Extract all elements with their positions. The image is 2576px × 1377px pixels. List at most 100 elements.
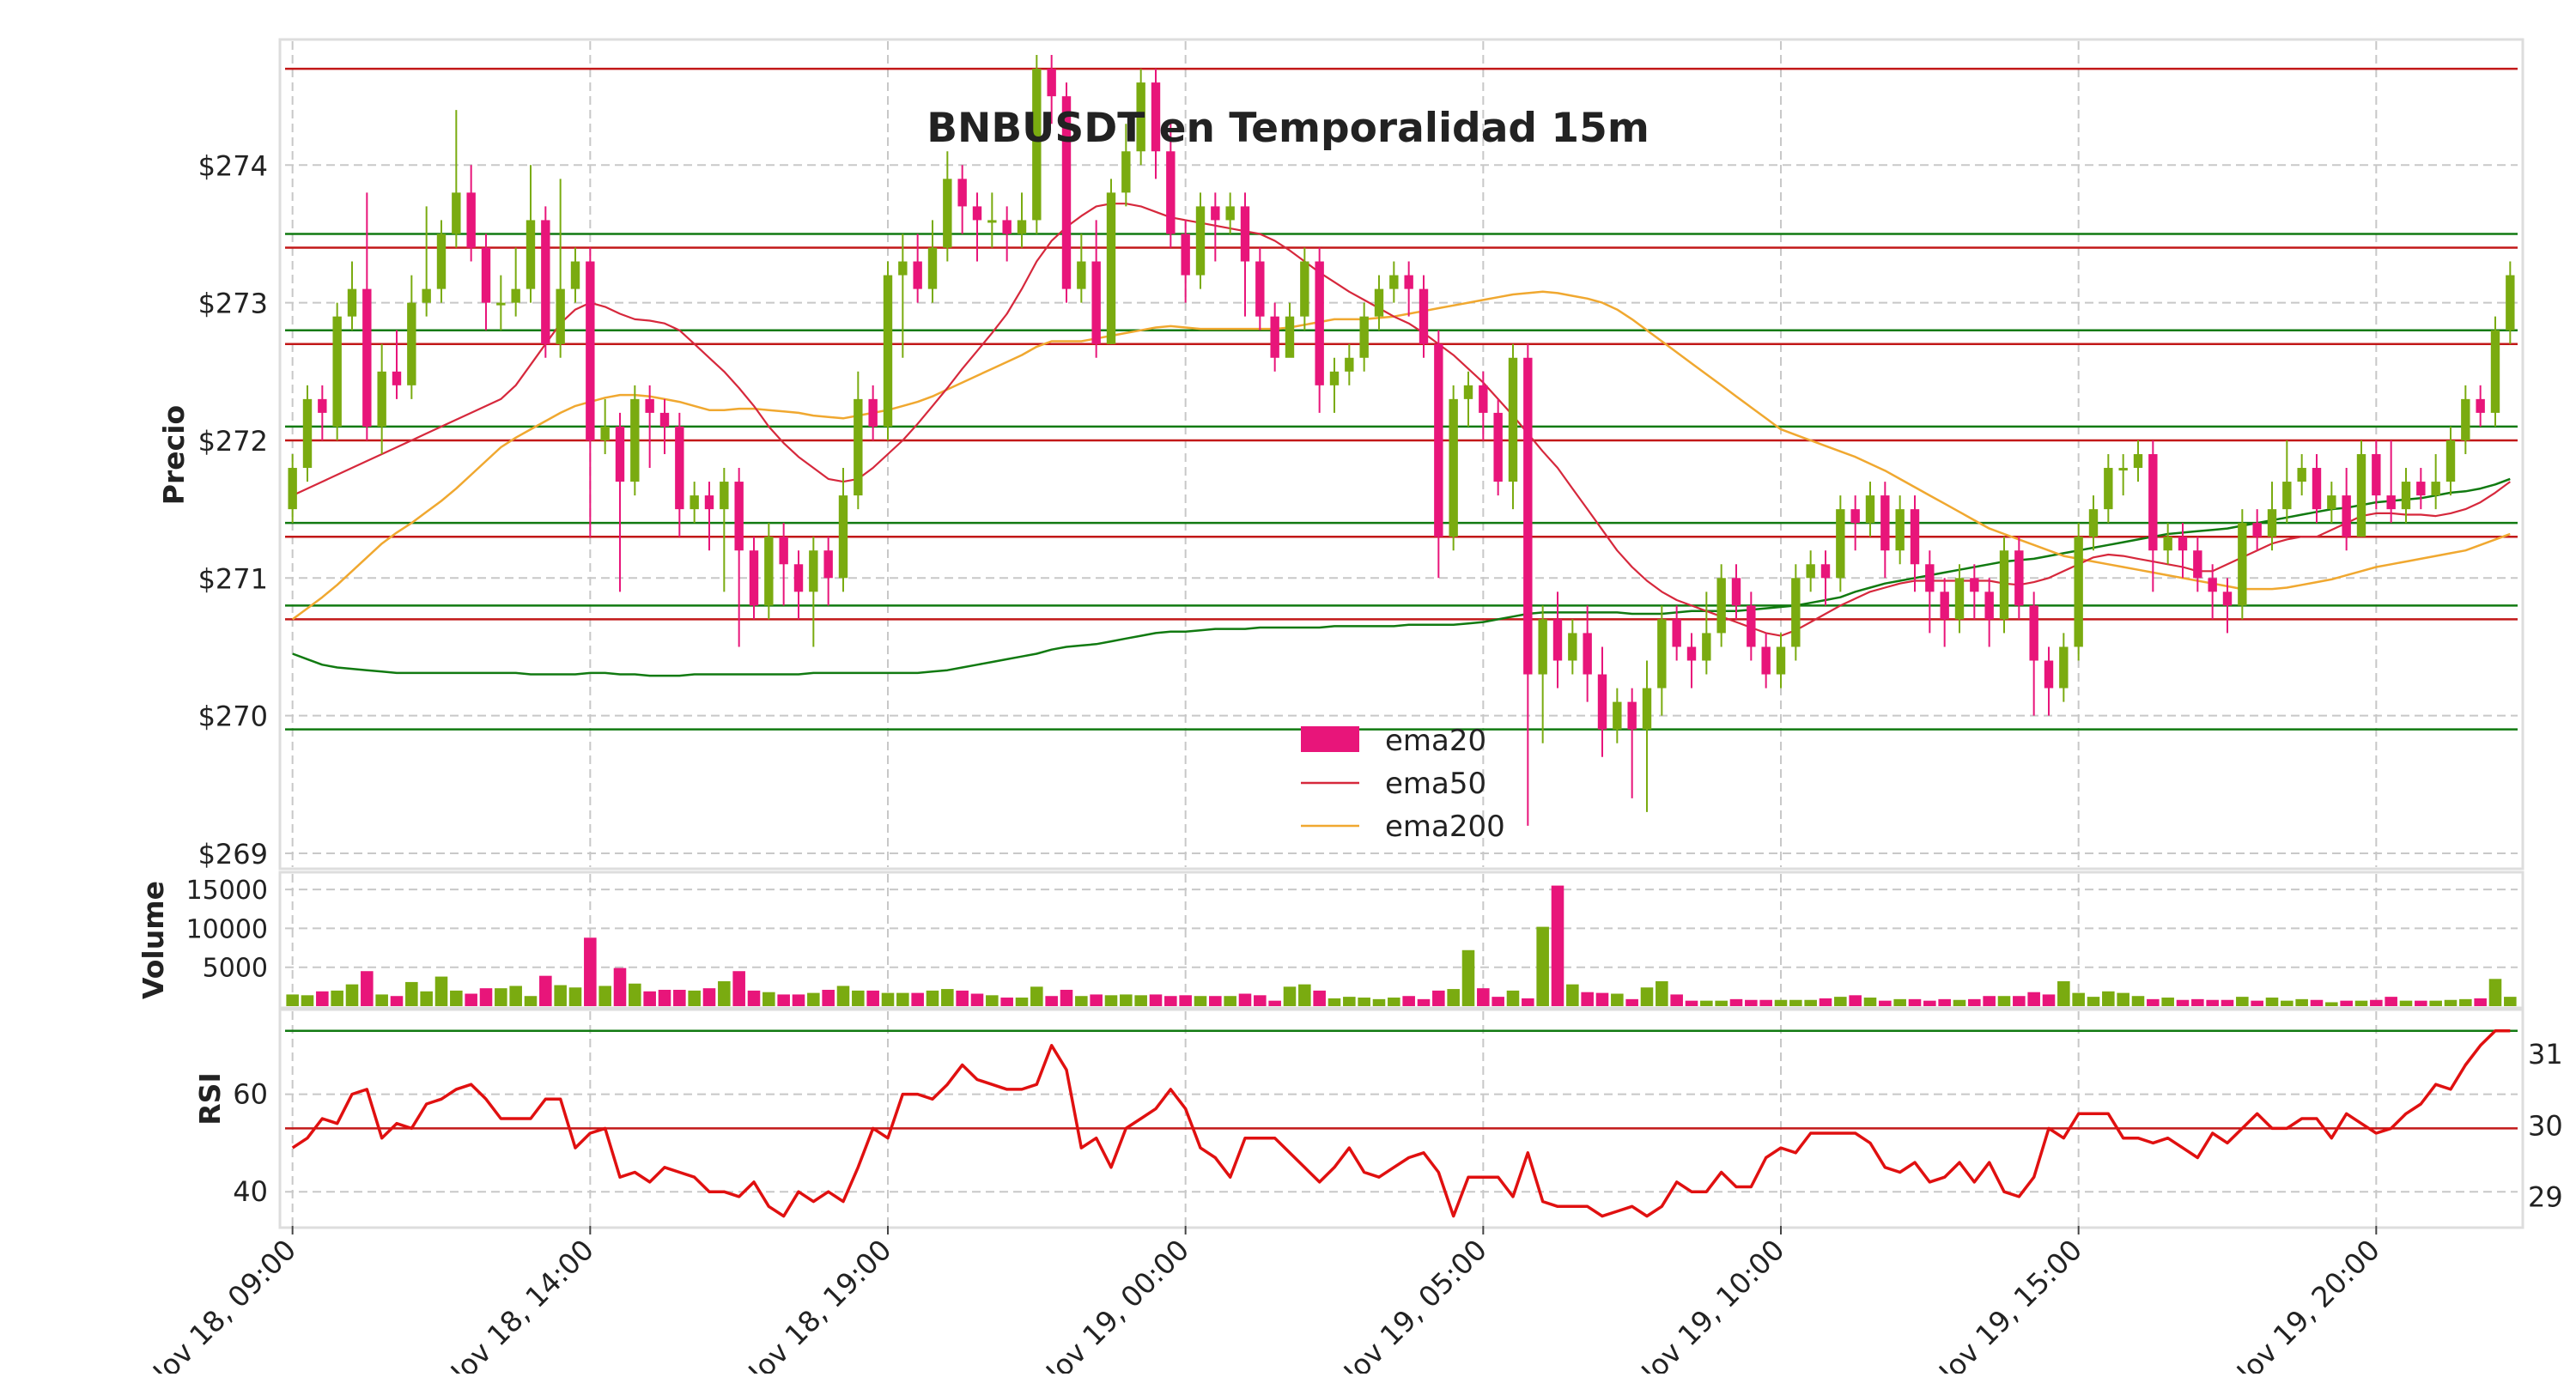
candle-body bbox=[1106, 192, 1116, 344]
volume-bar bbox=[2265, 998, 2279, 1006]
candle-body bbox=[1047, 69, 1056, 97]
x-tick-label: Nov 18, 14:00 bbox=[435, 1233, 600, 1374]
candle-body bbox=[1702, 633, 1711, 661]
volume-bar bbox=[2340, 1000, 2353, 1006]
volume-bar bbox=[1477, 988, 1490, 1006]
candle-body bbox=[1836, 509, 1845, 579]
volume-bar bbox=[1625, 998, 1638, 1006]
candle-body bbox=[1597, 674, 1607, 730]
volume-bar bbox=[1402, 996, 1415, 1006]
volume-bar bbox=[688, 990, 701, 1006]
candle-body bbox=[1017, 220, 1027, 234]
candle-body bbox=[2461, 398, 2470, 440]
candle-body bbox=[1791, 578, 1801, 647]
volume-bar bbox=[2354, 1000, 2368, 1006]
volume-bar bbox=[1432, 990, 1445, 1006]
volume-axis-label: Volume bbox=[137, 881, 170, 999]
volume-bar bbox=[1774, 999, 1788, 1006]
candle-body bbox=[1211, 206, 1220, 221]
volume-bar bbox=[1120, 994, 1133, 1006]
legend-label-ema20: ema20 bbox=[1385, 724, 1486, 758]
volume-bar bbox=[1804, 999, 1817, 1006]
candle-body bbox=[1716, 578, 1726, 634]
volume-bar bbox=[896, 992, 909, 1006]
candle-body bbox=[1776, 646, 1786, 675]
volume-bar bbox=[1581, 992, 1594, 1006]
volume-bar bbox=[361, 971, 374, 1006]
legend-label-ema50: ema50 bbox=[1385, 767, 1486, 801]
volume-bar bbox=[1670, 994, 1683, 1006]
candle-body bbox=[1121, 151, 1131, 193]
candle-body bbox=[1954, 578, 1965, 620]
volume-bar bbox=[1908, 998, 1922, 1006]
volume-bar bbox=[1968, 998, 1981, 1006]
candle-body bbox=[675, 426, 684, 510]
candle-body bbox=[1285, 316, 1295, 358]
volume-bar bbox=[732, 971, 745, 1006]
volume-bar bbox=[1238, 993, 1252, 1006]
volume-bar bbox=[2042, 994, 2056, 1006]
volume-bar bbox=[1045, 996, 1058, 1006]
legend-label-ema200: ema200 bbox=[1385, 810, 1505, 844]
volume-bar bbox=[1715, 1000, 1728, 1006]
volume-bar bbox=[1595, 992, 1609, 1006]
ema50-line bbox=[292, 203, 2511, 637]
volume-bar bbox=[1164, 996, 1177, 1006]
candle-body bbox=[1642, 688, 1652, 730]
candle-body bbox=[1999, 550, 2009, 620]
candle-body bbox=[1270, 316, 1279, 358]
volume-bar bbox=[2117, 992, 2129, 1006]
candle-body bbox=[1672, 619, 1681, 647]
candle-body bbox=[2088, 509, 2099, 537]
candle-body bbox=[511, 288, 520, 303]
volume-bar bbox=[1075, 996, 1088, 1006]
volume-bar bbox=[613, 968, 627, 1006]
candle-body bbox=[1613, 701, 1622, 730]
volume-bar bbox=[822, 989, 835, 1006]
candle-body bbox=[2490, 330, 2500, 413]
volume-bar bbox=[970, 993, 984, 1006]
candle-body bbox=[793, 564, 804, 592]
candle-body bbox=[1404, 275, 1413, 289]
volume-bar bbox=[2251, 1000, 2263, 1006]
candle-body bbox=[377, 371, 386, 427]
candle-body bbox=[720, 482, 729, 510]
candle-body bbox=[2163, 537, 2172, 551]
volume-bar bbox=[1224, 996, 1236, 1006]
volume-bar bbox=[2087, 997, 2100, 1006]
candle-body bbox=[452, 192, 461, 234]
candle-body bbox=[1091, 261, 1101, 344]
volume-bar bbox=[509, 986, 522, 1006]
candle-body bbox=[854, 398, 863, 496]
candle-body bbox=[2506, 275, 2515, 331]
volume-bar bbox=[852, 990, 865, 1006]
volume-bar bbox=[420, 991, 433, 1006]
candle-body bbox=[1002, 220, 1012, 234]
volume-bar bbox=[465, 993, 477, 1006]
candle-body bbox=[2074, 537, 2083, 647]
candle-body bbox=[823, 550, 833, 579]
volume-bar bbox=[1745, 999, 1758, 1006]
volume-bar bbox=[1522, 998, 1534, 1006]
candle-body bbox=[2014, 550, 2024, 606]
volume-bar bbox=[2236, 997, 2249, 1006]
volume-bar bbox=[2504, 997, 2517, 1006]
volume-bar bbox=[1179, 995, 1192, 1006]
volume-bar bbox=[2057, 981, 2070, 1006]
candle-body bbox=[1240, 206, 1250, 262]
volume-bar bbox=[911, 992, 924, 1006]
candle-body bbox=[2356, 454, 2366, 537]
volume-bar bbox=[405, 981, 418, 1006]
volume-bar bbox=[2444, 999, 2458, 1006]
candle-body bbox=[570, 261, 580, 289]
volume-bar bbox=[629, 983, 641, 1006]
volume-bar bbox=[2370, 999, 2383, 1006]
x-tick-label: Nov 19, 20:00 bbox=[2221, 1233, 2386, 1374]
volume-bar bbox=[1536, 926, 1549, 1006]
candle-body bbox=[645, 398, 654, 413]
candle-body bbox=[1940, 591, 1949, 620]
volume-bar bbox=[1417, 998, 1431, 1006]
volume-bar bbox=[1030, 986, 1043, 1006]
volume-bar bbox=[1492, 997, 1504, 1006]
candle-body bbox=[1136, 82, 1145, 152]
